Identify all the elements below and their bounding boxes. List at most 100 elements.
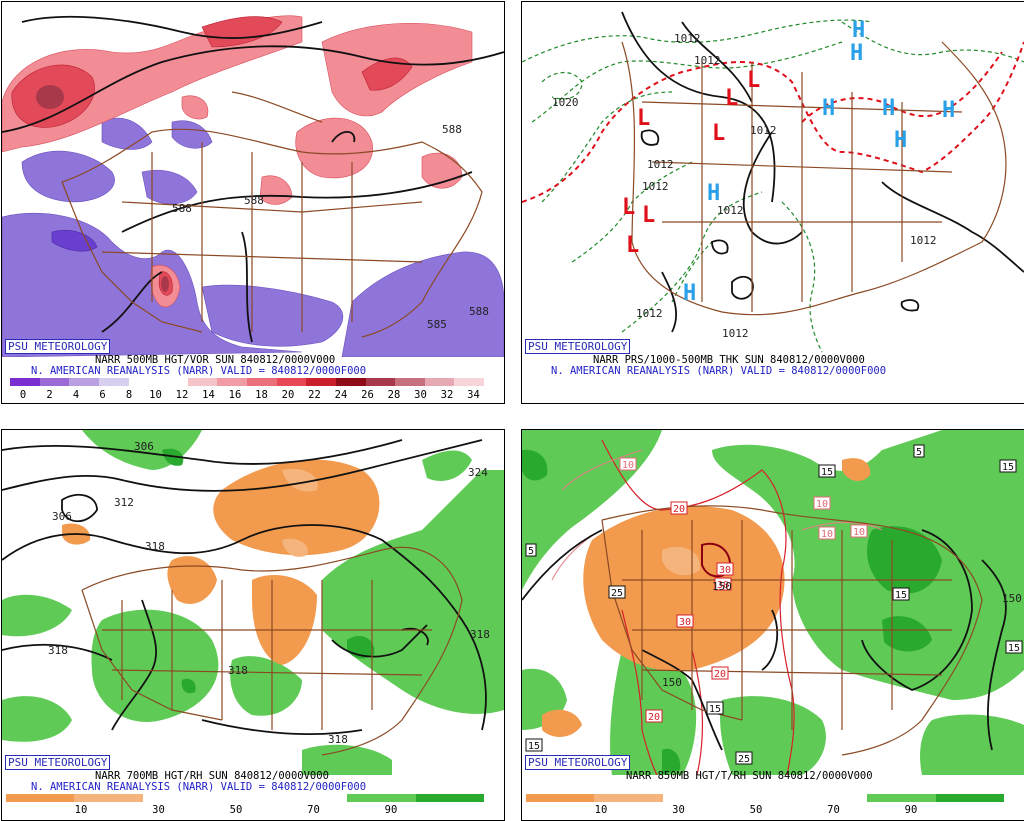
temperature-value: 15: [821, 467, 833, 478]
temperature-value: 30: [719, 565, 731, 576]
contour-label: 1012: [910, 234, 937, 247]
contour-label: 150: [662, 676, 682, 689]
contour-label: 150: [712, 580, 732, 593]
pressure-map: L L L L L L L H H H H H H H H 1012 1012 …: [522, 11, 1024, 353]
colorbar-label: 10: [74, 804, 88, 816]
colorbar-swatch: [74, 794, 143, 802]
low-pressure-symbol: L: [622, 195, 635, 220]
contour-label: 588: [442, 123, 462, 136]
temperature-box: 30: [716, 562, 734, 576]
colorbar-swatch: [395, 378, 425, 386]
colorbar-swatch: [279, 794, 348, 802]
colorbar-swatch: [187, 378, 218, 386]
geography-outlines: [81, 546, 463, 756]
colorbar-label: 30: [152, 804, 165, 816]
contour-label: 1012: [694, 54, 721, 67]
temperature-value: 15: [1002, 462, 1014, 473]
high-pressure-symbol: H: [683, 281, 696, 306]
dry-areas-light: [662, 546, 701, 576]
contour-label: 1012: [647, 158, 674, 171]
high-pressure-symbol: H: [852, 18, 865, 43]
contour-label-group: 588 588 588 585 588: [172, 123, 489, 331]
temperature-box: 15: [706, 701, 724, 715]
caption-line-1: NARR PRS/1000-500MB THK SUN 840812/0000V…: [593, 354, 865, 366]
colorbar-label: 90: [904, 804, 918, 816]
temperature-value: 10: [816, 499, 828, 510]
colorbar-swatch: [935, 794, 1004, 802]
colorbar-label: 6: [99, 389, 106, 401]
colorbar-label: 8: [125, 389, 133, 401]
psu-meteorology-badge: PSU METEOROLOGY: [5, 339, 111, 354]
geography-outlines: [621, 41, 1007, 316]
rh850-map: 10 10 10 10 20 20 20 25 25 30 30 30 5 5 15 15 15 15 15 15 1…: [522, 430, 1024, 775]
contour-label: 324: [468, 466, 488, 479]
colorbar-label: 70: [827, 804, 840, 816]
temperature-labels: 10 10 10 10 20 20 20 25 25 30 30 30 5 5 15 15 15 15 15 15: [525, 444, 1023, 765]
contour-label: 1020: [552, 96, 579, 109]
low-pressure-symbol: L: [712, 121, 725, 146]
contour-label: 1012: [722, 327, 749, 340]
contour-label: 588: [172, 202, 192, 215]
contour-label-group: 1012 1012 1020 1012 1012 1012 1012 1012 …: [552, 32, 937, 340]
temperature-value: 25: [738, 754, 750, 765]
high-pressure-symbol: H: [822, 96, 835, 121]
temperature-value: 30: [717, 580, 729, 591]
colorbar-swatch: [594, 794, 663, 802]
temperature-box: 10: [818, 526, 836, 540]
colorbar-label: 50: [749, 804, 763, 816]
contour-label: 1012: [750, 124, 777, 137]
strong-negative-vorticity: [51, 230, 98, 252]
colorbar-label: 14: [202, 389, 215, 401]
contour-label: 1012: [674, 32, 701, 45]
temperature-box: 15: [892, 587, 910, 601]
low-pressure-symbol: L: [626, 233, 639, 258]
temperature-box: 25: [608, 585, 626, 599]
colorbar: [6, 794, 484, 802]
temperature-value: 30: [679, 617, 691, 628]
colorbar-swatch: [730, 794, 800, 802]
colorbar-swatch: [454, 378, 484, 386]
colorbar-label: 22: [308, 389, 321, 401]
temperature-value: 10: [622, 460, 634, 471]
panel-500mb-vorticity: 588 588 588 585 588 PSU METEOROLOGY NARR…: [1, 1, 505, 404]
colorbar-swatch: [424, 378, 455, 386]
low-pressure-symbol: L: [637, 106, 650, 131]
colorbar-label: 10: [594, 804, 608, 816]
colorbar-label: 34: [467, 389, 480, 401]
temperature-value: 5: [916, 447, 922, 458]
temperature-value: 25: [611, 588, 623, 599]
caption-line-1: NARR 850MB HGT/T/RH SUN 840812/0000V000: [626, 770, 873, 782]
temperature-box: 15: [1005, 640, 1023, 654]
colorbar-label: 90: [384, 804, 398, 816]
contour-label: 318: [228, 664, 248, 677]
colorbar-label: 16: [228, 389, 242, 401]
temperature-box: 25: [735, 751, 753, 765]
panel-850mb-temp-rh: 10 10 10 10 20 20 20 25 25 30 30 30 5 5 15 15 15 15 15 15 1…: [521, 429, 1024, 821]
temperature-box: 10: [850, 524, 868, 538]
temperature-box: 10: [813, 496, 831, 510]
colorbar-label: 24: [334, 389, 348, 401]
saturated-areas: [522, 449, 942, 775]
dry-areas-light: [282, 468, 318, 557]
colorbar-swatch: [335, 378, 366, 386]
temperature-value: 15: [1008, 643, 1020, 654]
contour-label: 150: [1002, 592, 1022, 605]
colorbar-label: 32: [440, 389, 454, 401]
contour-label: 1012: [717, 204, 744, 217]
temperature-box: 30: [714, 577, 732, 591]
colorbar-label: 2: [46, 389, 53, 401]
low-pressure-symbol: L: [725, 86, 738, 111]
temperature-value: 20: [648, 712, 660, 723]
colorbar-swatch: [347, 794, 416, 802]
colorbar-swatch: [365, 378, 396, 386]
contour-label: 318: [48, 644, 68, 657]
max-vorticity-core: [36, 85, 169, 292]
temperature-box: 5: [525, 543, 537, 557]
contour-label: 588: [469, 305, 489, 318]
contour-label: 318: [328, 733, 348, 746]
psu-meteorology-badge: PSU METEOROLOGY: [525, 339, 631, 354]
low-pressure-symbol: L: [642, 203, 655, 228]
thickness-540-line: [522, 41, 1024, 203]
vorticity-map: 588 588 588 585 588: [2, 15, 504, 357]
colorbar-label: 70: [307, 804, 320, 816]
